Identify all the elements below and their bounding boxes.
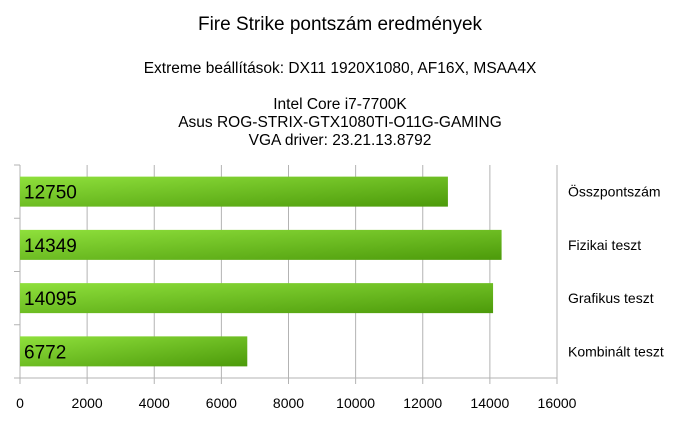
- bar: [20, 336, 248, 367]
- x-tick-label: 6000: [206, 395, 237, 411]
- bar: [20, 176, 448, 207]
- x-tick-label: 14000: [470, 395, 509, 411]
- chart-title: Fire Strike pontszám eredmények: [197, 14, 483, 35]
- category-label: Kombinált teszt: [568, 343, 664, 359]
- chart-info: Intel Core i7-7700K Asus ROG-STRIX-GTX10…: [0, 96, 680, 150]
- x-tick-label: 0: [16, 395, 24, 411]
- x-tick-label: 16000: [538, 395, 577, 411]
- bar: [20, 229, 502, 260]
- category-label: Fizikai teszt: [568, 237, 641, 253]
- category-label: Összpontszám: [568, 183, 661, 200]
- bar-value-label: 12750: [24, 183, 77, 204]
- chart-bars: 12750 14349 14095 6772: [20, 176, 502, 367]
- x-tick-label: 12000: [403, 395, 442, 411]
- x-tick-label: 10000: [336, 395, 375, 411]
- chart-subtitle: Extreme beállítások: DX11 1920X1080, AF1…: [143, 60, 537, 77]
- bar-value-label: 14095: [24, 289, 77, 310]
- x-tick-label: 8000: [273, 395, 304, 411]
- info-line-driver: VGA driver: 23.21.13.8792: [248, 132, 432, 149]
- info-line-gpu: Asus ROG-STRIX-GTX1080TI-O11G-GAMING: [178, 114, 502, 131]
- info-line-cpu: Intel Core i7-7700K: [273, 96, 407, 113]
- x-tick-label: 2000: [72, 395, 103, 411]
- bar-value-label: 6772: [24, 342, 66, 363]
- category-labels: Összpontszám Fizikai teszt Grafikus teszt K…: [568, 183, 664, 360]
- bar-value-label: 14349: [24, 236, 77, 257]
- x-axis-ticks: 0 2000 4000 6000 8000 10000 12000 14000 16000: [16, 395, 577, 411]
- x-tick-label: 4000: [139, 395, 170, 411]
- bar: [20, 283, 494, 314]
- category-label: Grafikus teszt: [568, 290, 654, 306]
